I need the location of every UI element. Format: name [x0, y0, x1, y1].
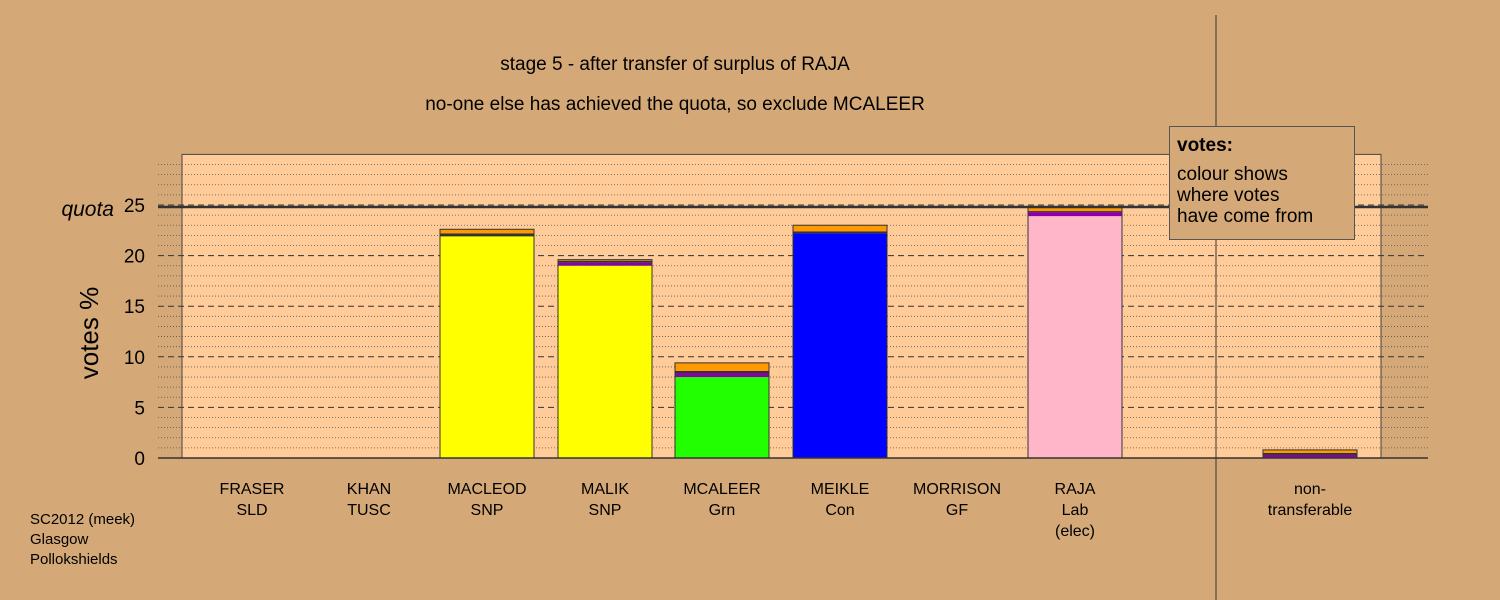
x-tick-label: Grn [709, 502, 736, 519]
election-ward: Pollokshields [30, 551, 118, 568]
bar-segment [440, 233, 534, 237]
x-tick-label: MACLEOD [447, 481, 526, 498]
x-tick-label: KHAN [347, 481, 391, 498]
legend-line: have come from [1177, 206, 1314, 227]
quota-label: quota [61, 198, 114, 221]
y-tick-label: 10 [124, 348, 145, 369]
bar-segment [1263, 449, 1357, 453]
x-tick-label: RAJA [1055, 481, 1096, 498]
chart-title: stage 5 - after transfer of surplus of R… [500, 54, 850, 75]
x-tick-label: FRASER [220, 481, 285, 498]
bar-segment [558, 260, 652, 263]
bar-segment [675, 372, 769, 378]
x-tick-label: (elec) [1055, 523, 1095, 540]
bar-segment [1028, 216, 1122, 458]
x-tick-label: non- [1294, 481, 1326, 498]
x-tick-label: MCALEER [683, 481, 760, 498]
y-axis-label: votes % [74, 287, 104, 380]
x-tick-label: TUSC [347, 502, 391, 519]
x-tick-label: SLD [236, 502, 267, 519]
bar-segment [440, 229, 534, 234]
x-tick-label: SNP [471, 502, 504, 519]
bar-segment [1028, 207, 1122, 212]
y-tick-label: 25 [124, 196, 145, 217]
bar-segment [793, 233, 887, 458]
bar-segment [558, 265, 652, 458]
bar-segment [675, 377, 769, 458]
chart-subtitle: no-one else has achieved the quota, so e… [425, 94, 925, 115]
legend-line: where votes [1177, 185, 1280, 206]
election-info: SC2012 (meek) Glasgow Pollokshields [30, 510, 135, 570]
bar-segment [558, 262, 652, 266]
legend-title: votes: [1177, 135, 1233, 156]
x-tick-label: Con [825, 502, 854, 519]
bar-segment [440, 236, 534, 458]
x-tick-label: transferable [1268, 502, 1353, 519]
x-tick-label: MALIK [581, 481, 629, 498]
x-tick-label: MORRISON [913, 481, 1001, 498]
election-name: SC2012 (meek) [30, 511, 136, 528]
y-tick-label: 20 [124, 247, 145, 268]
bar-segment [793, 225, 887, 232]
bar-segment [1263, 454, 1357, 458]
bar-segment [675, 362, 769, 371]
x-tick-label: GF [946, 502, 968, 519]
x-tick-label: MEIKLE [811, 481, 870, 498]
y-tick-label: 0 [134, 449, 145, 470]
election-city: Glasgow [30, 531, 89, 548]
bar-segment [558, 259, 652, 261]
bar-segment [1028, 211, 1122, 213]
x-tick-label: SNP [589, 502, 622, 519]
bar-segment [793, 231, 887, 234]
bar-segment [1263, 452, 1357, 455]
bar-segment [1028, 212, 1122, 217]
legend-box: votes: colour shows where votes have com… [1169, 126, 1355, 240]
x-tick-label: Lab [1062, 502, 1089, 519]
legend-line: colour shows [1177, 164, 1288, 185]
y-tick-label: 5 [134, 398, 145, 419]
bar-segment [675, 370, 769, 373]
y-tick-label: 15 [124, 297, 145, 318]
